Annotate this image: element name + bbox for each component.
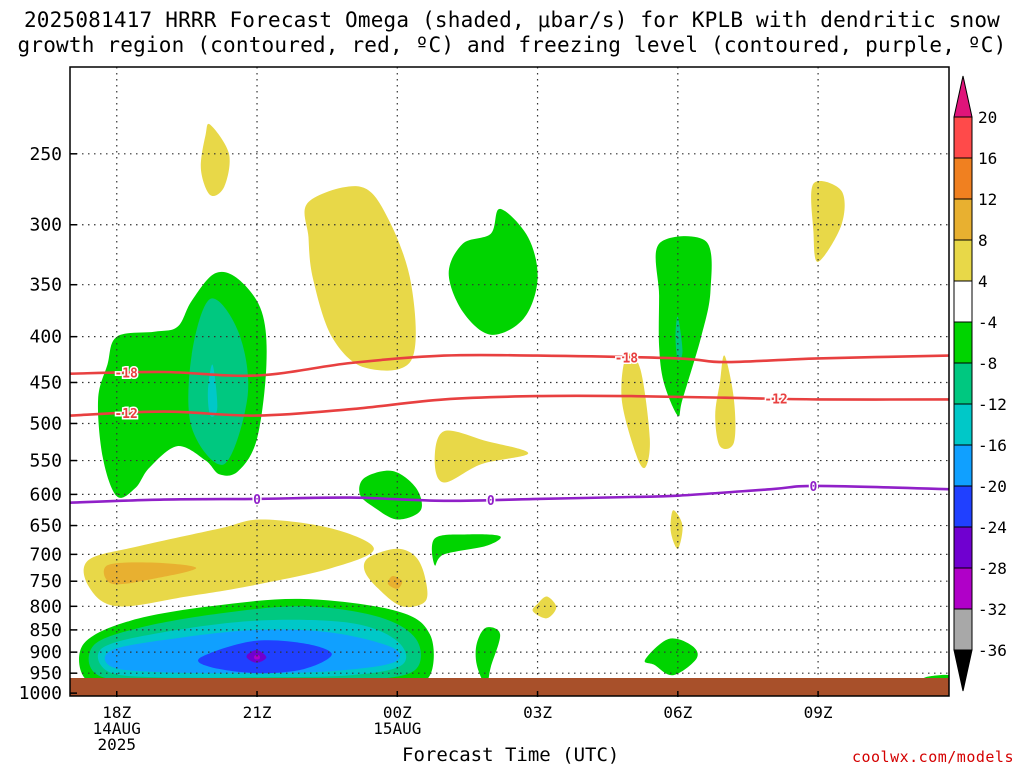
colorbar-label-4: 4: [978, 272, 988, 291]
ground-surface: [70, 678, 949, 696]
y-tick-label-800: 800: [29, 596, 62, 617]
colorbar-swatch-5: [953, 321, 973, 364]
omega-region-up-5: [448, 208, 538, 335]
y-tick-label-650: 650: [29, 516, 62, 537]
colorbar-label-0: 20: [978, 108, 997, 127]
colorbar-swatch-2: [953, 198, 973, 241]
colorbar-swatch-0: [953, 116, 973, 159]
omega-region-down-4: [304, 186, 416, 371]
colorbar-swatch-11: [953, 567, 973, 610]
y-tick-label-250: 250: [29, 144, 62, 165]
chart-title-line-1: 2025081417 HRRR Forecast Omega (shaded, …: [23, 8, 1001, 32]
colorbar-swatch-9: [953, 485, 973, 528]
y-tick-label-700: 700: [29, 544, 62, 565]
x-tick-label-21-0: 21Z: [243, 703, 272, 722]
contour-label-2-2: 0: [809, 480, 817, 495]
omega-region-up-29: [254, 655, 260, 660]
y-tick-label-750: 750: [29, 571, 62, 592]
omega-region-up-10: [475, 627, 501, 686]
y-axis: 2503003504004505005506006507007508008509…: [19, 144, 77, 704]
y-tick-label-600: 600: [29, 484, 62, 505]
x-tick-label-24-1: 15AUG: [373, 719, 421, 738]
omega-region-down-9: [532, 596, 557, 619]
colorbar-label-13: -36: [978, 641, 1007, 660]
contour-label-1-1: -12: [764, 393, 787, 408]
omega-region-down-3: [200, 123, 230, 196]
x-tick-label-24-0: 00Z: [383, 703, 412, 722]
colorbar-swatch-3: [953, 239, 973, 282]
colorbar-label-7: -12: [978, 395, 1007, 414]
colorbar-label-10: -24: [978, 518, 1007, 537]
omega-region-down-19: [83, 519, 374, 607]
x-tick-label-27-0: 03Z: [523, 703, 552, 722]
contour-label-2-1: 0: [487, 494, 495, 509]
y-tick-label-1000: 1000: [19, 683, 62, 704]
y-tick-label-550: 550: [29, 451, 62, 472]
colorbar-swatch-6: [953, 362, 973, 405]
omega-region-down-16: [670, 510, 683, 549]
x-tick-label-33-0: 09Z: [804, 703, 833, 722]
omega-region-down-13: [621, 353, 650, 469]
omega-region-down-15: [811, 181, 845, 262]
colorbar-label-5: -4: [978, 313, 997, 332]
x-tick-label-18-1: 14AUG: [93, 719, 141, 738]
colorbar-label-8: -16: [978, 436, 1007, 455]
y-tick-label-500: 500: [29, 413, 62, 434]
x-tick-label-30-0: 06Z: [663, 703, 692, 722]
colorbar-bottom-arrow: [953, 649, 973, 692]
contour-line-0: [70, 353, 949, 378]
colorbar: 20 16 12 8 4 -4 -8 -12 -16 -20 -24 -28 -32 -36: [953, 75, 1007, 692]
y-tick-label-450: 450: [29, 372, 62, 393]
grid-lines: [70, 67, 949, 697]
omega-region-up-11: [655, 236, 712, 417]
colorbar-label-1: 16: [978, 149, 997, 168]
y-tick-label-400: 400: [29, 327, 62, 348]
colorbar-top-arrow: [953, 75, 973, 118]
contour-line-1: [70, 394, 949, 417]
omega-region-down-14: [715, 355, 736, 449]
contour-label-2-0: 0: [253, 493, 261, 508]
colorbar-label-2: 12: [978, 190, 997, 209]
x-axis-label: Forecast Time (UTC): [402, 744, 620, 766]
colorbar-label-6: -8: [978, 354, 997, 373]
omega-region-up-2: [207, 364, 218, 417]
colorbar-label-9: -20: [978, 477, 1007, 496]
colorbar-swatch-4: [953, 280, 973, 323]
y-tick-label-850: 850: [29, 620, 62, 641]
omega-region-down-6: [434, 430, 529, 483]
y-tick-label-950: 950: [29, 663, 62, 684]
y-tick-label-900: 900: [29, 642, 62, 663]
contour-line-2: [70, 484, 949, 504]
omega-region-up-8: [431, 534, 501, 566]
colorbar-swatch-7: [953, 403, 973, 446]
colorbar-swatch-8: [953, 444, 973, 487]
y-tick-label-300: 300: [29, 215, 62, 236]
colorbar-label-12: -32: [978, 600, 1007, 619]
omega-region-down-22: [387, 575, 403, 589]
x-tick-label-18-0: 18Z: [102, 703, 131, 722]
omega-shading: [79, 123, 949, 686]
contour-label-0-1: -18: [615, 351, 639, 366]
colorbar-swatch-1: [953, 157, 973, 200]
chart-title-line-2: growth region (contoured, red, ºC) and f…: [17, 33, 1007, 57]
colorbar-label-3: 8: [978, 231, 988, 250]
colorbar-swatch-10: [953, 526, 973, 569]
x-tick-label-18-2: 2025: [97, 735, 136, 754]
credit-text: coolwx.com/models: [851, 748, 1014, 766]
chart-title: 2025081417 HRRR Forecast Omega (shaded, …: [0, 8, 1024, 58]
omega-region-up-17: [644, 638, 698, 676]
contour-label-0-0: -18: [114, 367, 138, 382]
contour-lines: -18 -18 -12 -12 0 0 0: [70, 350, 949, 510]
y-tick-label-350: 350: [29, 275, 62, 296]
plot-frame: [69, 66, 950, 697]
colorbar-label-11: -28: [978, 559, 1007, 578]
omega-region-down-20: [103, 562, 197, 585]
colorbar-swatch-12: [953, 608, 973, 651]
contour-label-1-0: -12: [114, 407, 137, 422]
omega-region-up-7: [359, 470, 422, 520]
